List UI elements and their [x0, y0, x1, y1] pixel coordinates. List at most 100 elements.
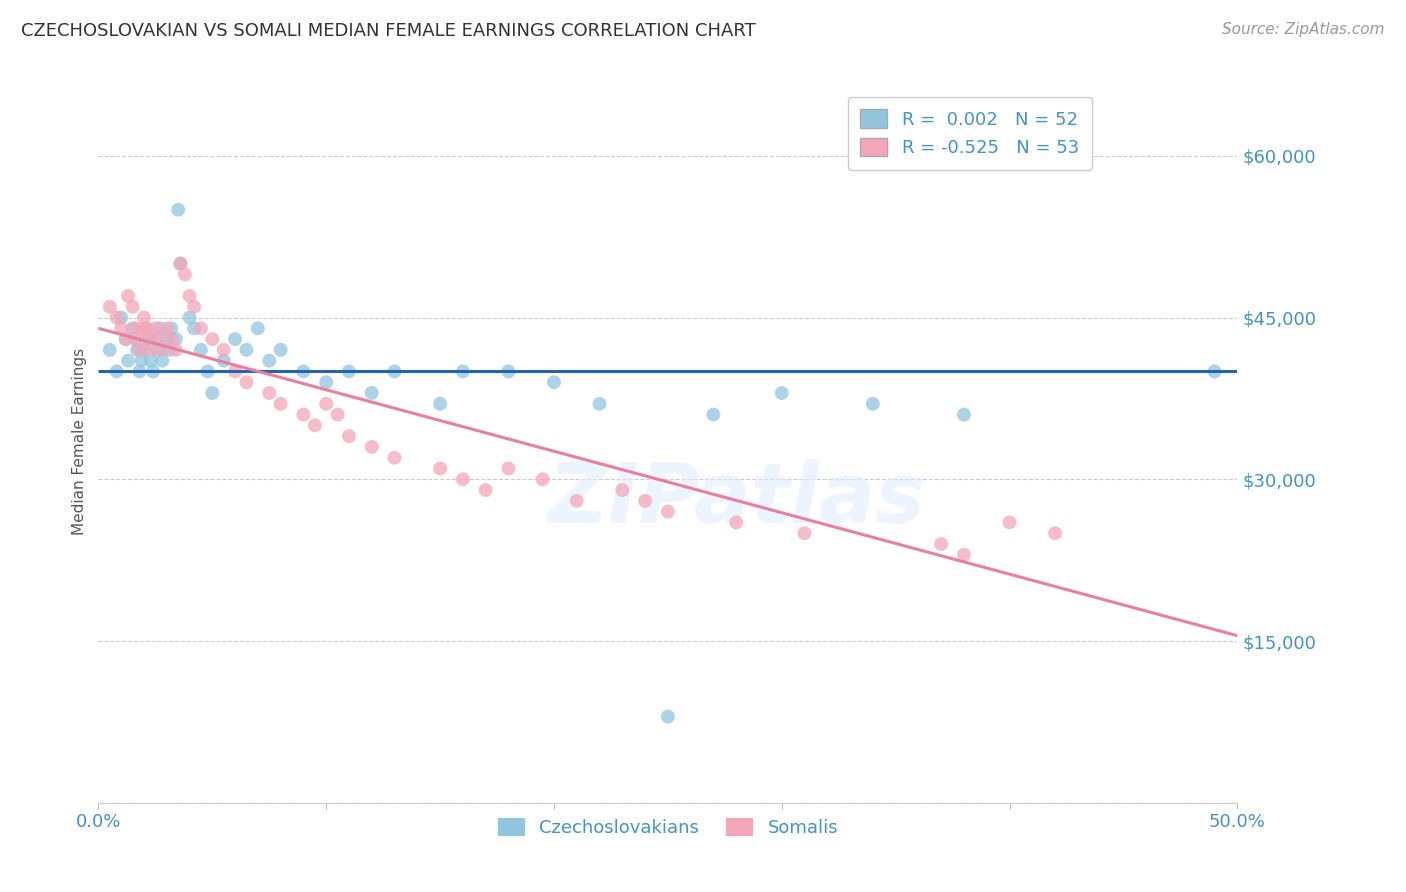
Point	[105, 310, 128, 325]
Point	[315, 397, 337, 411]
Point	[138, 332, 160, 346]
Point	[634, 493, 657, 508]
Point	[337, 364, 360, 378]
Point	[292, 408, 315, 422]
Point	[384, 450, 406, 465]
Point	[929, 537, 952, 551]
Point	[235, 343, 257, 357]
Point	[179, 310, 201, 325]
Point	[142, 364, 165, 378]
Point	[702, 408, 724, 422]
Point	[337, 429, 360, 443]
Point	[998, 516, 1021, 530]
Point	[451, 364, 474, 378]
Point	[138, 332, 160, 346]
Point	[156, 332, 179, 346]
Point	[121, 321, 143, 335]
Point	[224, 332, 246, 346]
Point	[201, 332, 224, 346]
Point	[165, 343, 187, 357]
Point	[167, 202, 190, 217]
Point	[270, 343, 292, 357]
Point	[139, 353, 162, 368]
Point	[201, 386, 224, 401]
Text: ZIPatlas: ZIPatlas	[547, 458, 925, 540]
Point	[543, 376, 565, 390]
Point	[657, 505, 679, 519]
Point	[793, 526, 815, 541]
Point	[146, 332, 169, 346]
Point	[135, 321, 157, 335]
Point	[169, 257, 191, 271]
Point	[156, 321, 179, 335]
Point	[98, 300, 121, 314]
Point	[498, 364, 520, 378]
Point	[1204, 364, 1226, 378]
Point	[149, 321, 172, 335]
Point	[131, 353, 153, 368]
Point	[451, 472, 474, 486]
Point	[150, 343, 173, 357]
Point	[1043, 526, 1066, 541]
Point	[725, 516, 748, 530]
Point	[326, 408, 349, 422]
Point	[429, 397, 451, 411]
Point	[179, 289, 201, 303]
Point	[498, 461, 520, 475]
Text: Source: ZipAtlas.com: Source: ZipAtlas.com	[1222, 22, 1385, 37]
Point	[121, 300, 143, 314]
Point	[384, 364, 406, 378]
Point	[197, 364, 219, 378]
Point	[124, 332, 146, 346]
Point	[127, 343, 149, 357]
Point	[145, 332, 167, 346]
Point	[953, 548, 976, 562]
Point	[224, 364, 246, 378]
Point	[360, 440, 382, 454]
Point	[114, 332, 136, 346]
Point	[128, 364, 150, 378]
Point	[531, 472, 554, 486]
Point	[145, 321, 167, 335]
Point	[259, 386, 281, 401]
Point	[110, 310, 132, 325]
Point	[259, 353, 281, 368]
Point	[165, 332, 187, 346]
Legend: Czechoslovakians, Somalis: Czechoslovakians, Somalis	[491, 811, 845, 845]
Point	[139, 343, 162, 357]
Point	[190, 321, 212, 335]
Point	[146, 343, 169, 357]
Point	[862, 397, 884, 411]
Point	[474, 483, 496, 497]
Point	[565, 493, 588, 508]
Y-axis label: Median Female Earnings: Median Female Earnings	[72, 348, 87, 535]
Point	[157, 343, 180, 357]
Point	[124, 321, 146, 335]
Point	[117, 289, 139, 303]
Point	[235, 376, 257, 390]
Point	[127, 332, 149, 346]
Point	[131, 321, 153, 335]
Point	[160, 332, 183, 346]
Point	[315, 376, 337, 390]
Point	[953, 408, 976, 422]
Point	[246, 321, 269, 335]
Point	[612, 483, 634, 497]
Point	[360, 386, 382, 401]
Point	[98, 343, 121, 357]
Point	[110, 321, 132, 335]
Point	[190, 343, 212, 357]
Text: CZECHOSLOVAKIAN VS SOMALI MEDIAN FEMALE EARNINGS CORRELATION CHART: CZECHOSLOVAKIAN VS SOMALI MEDIAN FEMALE …	[21, 22, 756, 40]
Point	[429, 461, 451, 475]
Point	[183, 300, 205, 314]
Point	[212, 353, 235, 368]
Point	[174, 268, 197, 282]
Point	[169, 257, 191, 271]
Point	[117, 353, 139, 368]
Point	[304, 418, 326, 433]
Point	[114, 332, 136, 346]
Point	[183, 321, 205, 335]
Point	[160, 321, 183, 335]
Point	[212, 343, 235, 357]
Point	[770, 386, 793, 401]
